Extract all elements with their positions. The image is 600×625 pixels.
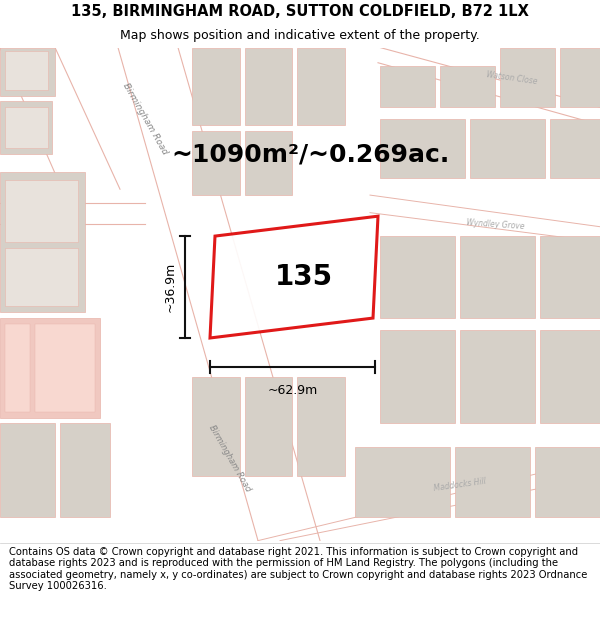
Polygon shape [28,48,120,189]
Text: Wyndley Grove: Wyndley Grove [466,218,524,231]
Text: Contains OS data © Crown copyright and database right 2021. This information is : Contains OS data © Crown copyright and d… [9,546,587,591]
Polygon shape [0,424,55,518]
Polygon shape [245,377,292,476]
Polygon shape [5,107,48,148]
Polygon shape [470,119,545,178]
Text: ~1090m²/~0.269ac.: ~1090m²/~0.269ac. [171,142,449,166]
Polygon shape [5,324,30,412]
Polygon shape [500,48,555,108]
Polygon shape [5,180,78,242]
Polygon shape [0,203,145,224]
Polygon shape [0,318,100,418]
Polygon shape [192,131,240,195]
Polygon shape [378,48,600,125]
Polygon shape [0,48,55,96]
Polygon shape [370,195,600,242]
Polygon shape [0,48,92,189]
Polygon shape [297,48,345,125]
Polygon shape [245,48,292,125]
Polygon shape [5,51,48,89]
Polygon shape [35,324,95,412]
Polygon shape [540,330,600,424]
Polygon shape [550,119,600,178]
Polygon shape [455,447,530,518]
Polygon shape [460,330,535,424]
Polygon shape [245,131,292,195]
Text: 135: 135 [275,263,333,291]
Polygon shape [380,236,455,318]
Polygon shape [60,424,110,518]
Text: Map shows position and indicative extent of the property.: Map shows position and indicative extent… [120,29,480,42]
Polygon shape [0,172,85,312]
Polygon shape [0,101,52,154]
Polygon shape [380,330,455,424]
Polygon shape [540,236,600,318]
Bar [0,527,600,541]
Polygon shape [560,48,600,108]
Polygon shape [210,216,378,338]
Text: Watson Close: Watson Close [486,70,538,86]
Text: Maddocks Hill: Maddocks Hill [433,476,487,492]
Polygon shape [380,66,435,108]
Text: ~36.9m: ~36.9m [164,262,177,312]
Text: Birmingham Road: Birmingham Road [121,82,169,156]
Polygon shape [192,48,240,125]
Polygon shape [355,447,450,518]
Text: ~62.9m: ~62.9m [268,384,317,397]
Polygon shape [280,452,600,541]
Polygon shape [192,377,240,476]
Polygon shape [118,48,292,541]
Polygon shape [297,377,345,476]
Text: Birmingham Road: Birmingham Road [207,424,253,494]
Polygon shape [152,48,320,541]
Polygon shape [440,66,495,108]
Polygon shape [460,236,535,318]
Polygon shape [5,248,78,306]
Text: 135, BIRMINGHAM ROAD, SUTTON COLDFIELD, B72 1LX: 135, BIRMINGHAM ROAD, SUTTON COLDFIELD, … [71,4,529,19]
Polygon shape [535,447,600,518]
Polygon shape [380,119,465,178]
